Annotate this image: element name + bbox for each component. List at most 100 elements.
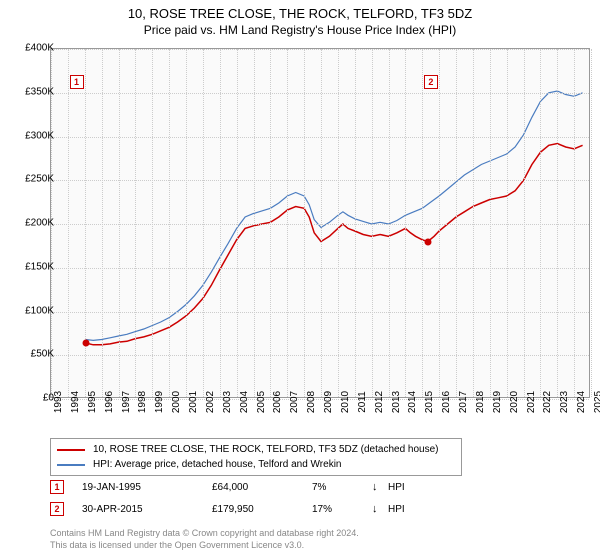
legend-swatch-property [57, 449, 85, 451]
x-axis-label: 2009 [323, 391, 334, 413]
gridline-v [507, 49, 508, 397]
x-axis-label: 2015 [424, 391, 435, 413]
gridline-h [51, 93, 589, 94]
y-axis-label: £200K [25, 218, 54, 229]
x-axis-label: 2023 [559, 391, 570, 413]
x-axis-label: 2008 [306, 391, 317, 413]
series-line-property [86, 144, 583, 345]
sale-dot-2 [424, 238, 431, 245]
gridline-v [389, 49, 390, 397]
gridline-h [51, 49, 589, 50]
gridline-v [405, 49, 406, 397]
x-axis-label: 2022 [542, 391, 553, 413]
x-axis-label: 2024 [576, 391, 587, 413]
plot-area: 12 [50, 48, 590, 398]
legend-item-property: 10, ROSE TREE CLOSE, THE ROCK, TELFORD, … [57, 442, 455, 457]
sale-date-2: 30-APR-2015 [82, 504, 212, 515]
x-axis-label: 2012 [374, 391, 385, 413]
sale-dot-1 [82, 340, 89, 347]
gridline-v [321, 49, 322, 397]
x-axis-label: 1995 [87, 391, 98, 413]
sale-marker-1: 1 [50, 480, 64, 494]
gridline-h [51, 224, 589, 225]
gridline-v [540, 49, 541, 397]
x-axis-label: 2007 [289, 391, 300, 413]
x-axis-label: 2011 [357, 391, 368, 413]
x-axis-label: 2019 [492, 391, 503, 413]
gridline-v [68, 49, 69, 397]
gridline-v [102, 49, 103, 397]
x-axis-label: 2002 [205, 391, 216, 413]
x-axis-label: 1993 [53, 391, 64, 413]
sale-hpi-2: HPI [388, 504, 428, 515]
x-axis-label: 2003 [222, 391, 233, 413]
gridline-v [135, 49, 136, 397]
gridline-v [456, 49, 457, 397]
x-axis-label: 2005 [256, 391, 267, 413]
x-axis-label: 2010 [340, 391, 351, 413]
gridline-v [220, 49, 221, 397]
y-axis-label: £100K [25, 305, 54, 316]
y-axis-label: £150K [25, 261, 54, 272]
y-axis-label: £300K [25, 130, 54, 141]
legend-label-property: 10, ROSE TREE CLOSE, THE ROCK, TELFORD, … [93, 444, 439, 455]
gridline-v [119, 49, 120, 397]
sale-marker-box-1: 1 [70, 75, 84, 89]
gridline-v [557, 49, 558, 397]
chart-container: 10, ROSE TREE CLOSE, THE ROCK, TELFORD, … [0, 0, 600, 560]
x-axis-label: 1999 [154, 391, 165, 413]
gridline-v [270, 49, 271, 397]
gridline-v [490, 49, 491, 397]
x-axis-label: 2017 [458, 391, 469, 413]
legend-item-hpi: HPI: Average price, detached house, Telf… [57, 457, 455, 472]
gridline-h [51, 180, 589, 181]
sale-row-1: 1 19-JAN-1995 £64,000 7% ↓ HPI [50, 480, 590, 494]
gridline-v [237, 49, 238, 397]
legend-swatch-hpi [57, 464, 85, 466]
x-axis-label: 1994 [70, 391, 81, 413]
legend-label-hpi: HPI: Average price, detached house, Telf… [93, 459, 342, 470]
y-axis-label: £400K [25, 43, 54, 54]
gridline-v [152, 49, 153, 397]
x-axis-label: 1997 [121, 391, 132, 413]
x-axis-label: 2021 [526, 391, 537, 413]
x-axis-label: 2014 [407, 391, 418, 413]
gridline-h [51, 137, 589, 138]
sale-marker-2: 2 [50, 502, 64, 516]
gridline-v [338, 49, 339, 397]
gridline-v [203, 49, 204, 397]
x-axis-label: 2013 [391, 391, 402, 413]
gridline-v [287, 49, 288, 397]
x-axis-label: 2004 [239, 391, 250, 413]
x-axis-label: 1998 [137, 391, 148, 413]
gridline-h [51, 268, 589, 269]
gridline-v [422, 49, 423, 397]
sale-pct-2: 17% [312, 504, 372, 515]
y-axis-label: £250K [25, 174, 54, 185]
footer: Contains HM Land Registry data © Crown c… [50, 528, 590, 551]
x-axis-label: 2020 [509, 391, 520, 413]
down-arrow-icon: ↓ [372, 503, 388, 515]
gridline-v [439, 49, 440, 397]
gridline-v [169, 49, 170, 397]
y-axis-label: £50K [31, 349, 54, 360]
y-axis-label: £350K [25, 86, 54, 97]
gridline-v [355, 49, 356, 397]
gridline-h [51, 312, 589, 313]
x-axis-label: 2006 [272, 391, 283, 413]
x-axis-label: 2000 [171, 391, 182, 413]
gridline-v [591, 49, 592, 397]
gridline-v [304, 49, 305, 397]
footer-line2: This data is licensed under the Open Gov… [50, 540, 590, 552]
down-arrow-icon: ↓ [372, 481, 388, 493]
legend: 10, ROSE TREE CLOSE, THE ROCK, TELFORD, … [50, 438, 462, 476]
gridline-v [186, 49, 187, 397]
sale-date-1: 19-JAN-1995 [82, 482, 212, 493]
gridline-h [51, 355, 589, 356]
gridline-v [372, 49, 373, 397]
x-axis-label: 2025 [593, 391, 600, 413]
x-axis-label: 2001 [188, 391, 199, 413]
gridline-v [473, 49, 474, 397]
sale-price-1: £64,000 [212, 482, 312, 493]
gridline-v [524, 49, 525, 397]
